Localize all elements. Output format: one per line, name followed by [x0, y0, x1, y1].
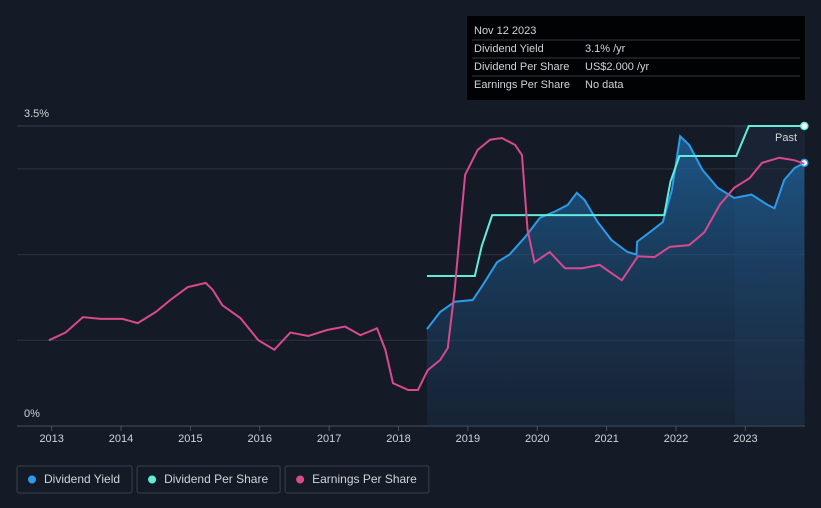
- x-tick-label: 2013: [39, 433, 63, 445]
- plot: Past 0% 3.5% 2013 2014 2015 2016 2017 2018 2019 20…: [17, 108, 809, 445]
- legend-item: Dividend Per Share: [136, 465, 281, 494]
- x-tick-label: 2021: [594, 433, 618, 445]
- tooltip-value: US$2.000: [585, 61, 634, 73]
- x-tick-label: 2017: [317, 433, 341, 445]
- tooltip-value: No data: [585, 79, 624, 91]
- x-tick-label: 2022: [664, 433, 688, 445]
- y-tick-label: 3.5%: [24, 108, 49, 120]
- legend-item: Dividend Yield: [16, 465, 133, 494]
- legend-swatch: [28, 475, 36, 484]
- legend-box: [284, 465, 430, 494]
- legend-swatch: [148, 475, 157, 484]
- line: [426, 125, 805, 277]
- tooltip-label: Earnings Per Share: [474, 79, 570, 91]
- x-tick-label: 2023: [733, 433, 757, 445]
- legend-box: [136, 465, 281, 494]
- legend-label: Earnings Per Share: [312, 472, 417, 486]
- tooltip-unit: /yr: [613, 43, 626, 55]
- x-tick-label: 2015: [178, 433, 202, 445]
- legend-swatch: [296, 475, 305, 484]
- legend-label: Dividend Yield: [44, 472, 120, 486]
- x-tick-label: 2018: [386, 433, 410, 445]
- x-tick-label: 2016: [248, 433, 272, 445]
- tooltip-date: Nov 12 2023: [474, 25, 536, 37]
- x-tick-label: 2020: [525, 433, 549, 445]
- legend: Dividend Yield Dividend Per Share Earnings…: [16, 465, 430, 494]
- legend-item: Earnings Per Share: [284, 465, 430, 494]
- tooltip-label: Dividend Per Share: [474, 61, 569, 73]
- x-tick-label: 2019: [456, 433, 480, 445]
- end-marker: [800, 121, 809, 131]
- line: [48, 136, 805, 391]
- legend-box: [16, 465, 133, 494]
- tooltip-unit: /yr: [637, 61, 650, 73]
- tooltip-value: 3.1%: [585, 43, 610, 55]
- y-tick-label: 0%: [24, 408, 40, 420]
- legend-label: Dividend Per Share: [164, 472, 268, 486]
- tooltip-label: Dividend Yield: [474, 43, 544, 55]
- annotation: Past: [775, 132, 797, 144]
- x-tick-label: 2014: [109, 433, 133, 445]
- line: [426, 134, 805, 330]
- area: [426, 136, 805, 427]
